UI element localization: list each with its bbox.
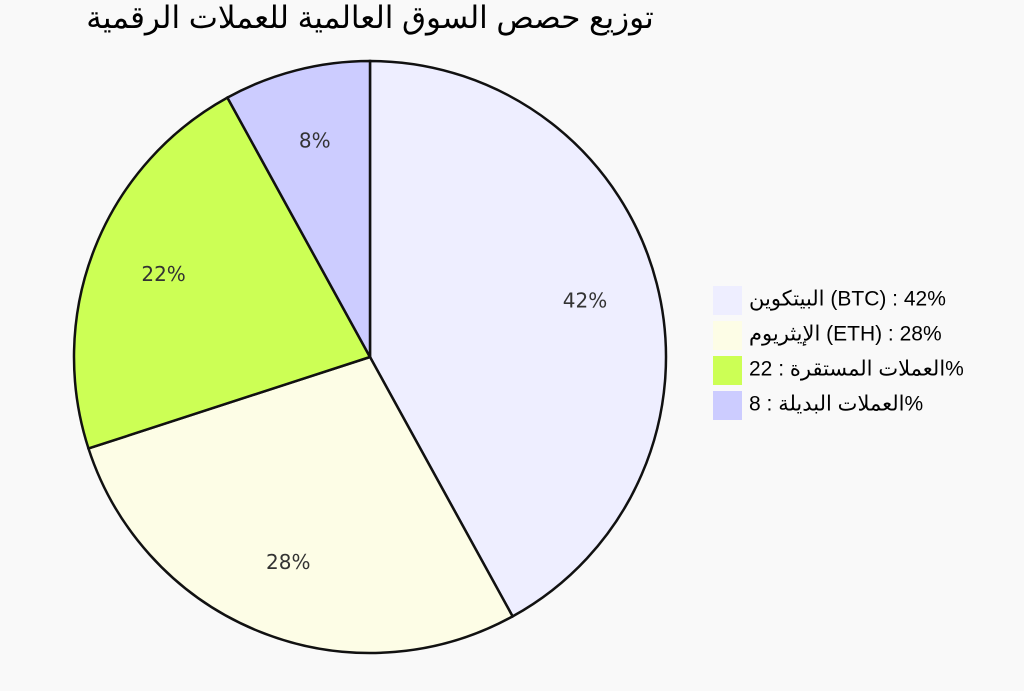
value-label: 28% bbox=[266, 550, 310, 574]
legend-label: العملات المستقرة : 22% bbox=[749, 358, 964, 382]
pie-slice bbox=[86, 355, 515, 655]
legend-swatch bbox=[713, 391, 742, 420]
legend-label: البيتكوين (BTC) : 42% bbox=[749, 288, 946, 312]
value-label: 8% bbox=[299, 128, 331, 152]
chart-title: توزيع حصص السوق العالمية للعملات الرقمية bbox=[86, 0, 654, 36]
legend-swatch bbox=[713, 286, 742, 315]
legend-label: الإيثريوم (ETH) : 28% bbox=[749, 323, 942, 347]
legend-swatch bbox=[713, 356, 742, 385]
value-label: 42% bbox=[563, 288, 607, 312]
legend-label: العملات البديلة : 8% bbox=[749, 393, 923, 416]
pie-slice bbox=[225, 59, 372, 358]
value-label: 22% bbox=[141, 262, 185, 286]
legend-swatch bbox=[713, 321, 742, 350]
pie-slice bbox=[72, 95, 372, 451]
pie-slice bbox=[368, 59, 668, 619]
